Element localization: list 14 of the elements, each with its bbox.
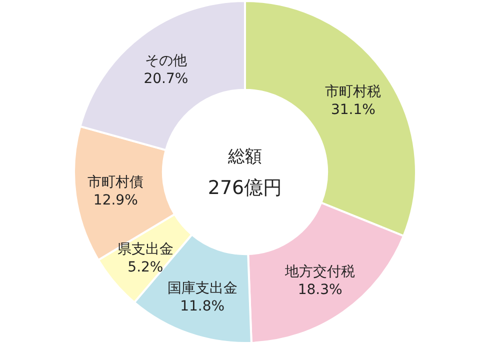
data-label: 20.7% <box>144 71 188 88</box>
slice-label: 市町村税 <box>325 84 382 100</box>
data-label: 12.9% <box>93 192 138 209</box>
data-label: 18.3% <box>298 282 342 298</box>
data-label: 5.2% <box>128 259 164 276</box>
data-label: 31.1% <box>330 102 376 118</box>
slice-label: 県支出金 <box>117 241 174 258</box>
text: 276億円 <box>208 177 282 199</box>
text: 総額 <box>227 147 262 167</box>
slice-label: 市町村債 <box>88 174 144 191</box>
slice-label: その他 <box>144 53 187 70</box>
slice-label: 国庫支出金 <box>167 280 238 296</box>
data-label: 11.8% <box>180 298 225 314</box>
slice-label: 地方交付税 <box>284 264 356 280</box>
